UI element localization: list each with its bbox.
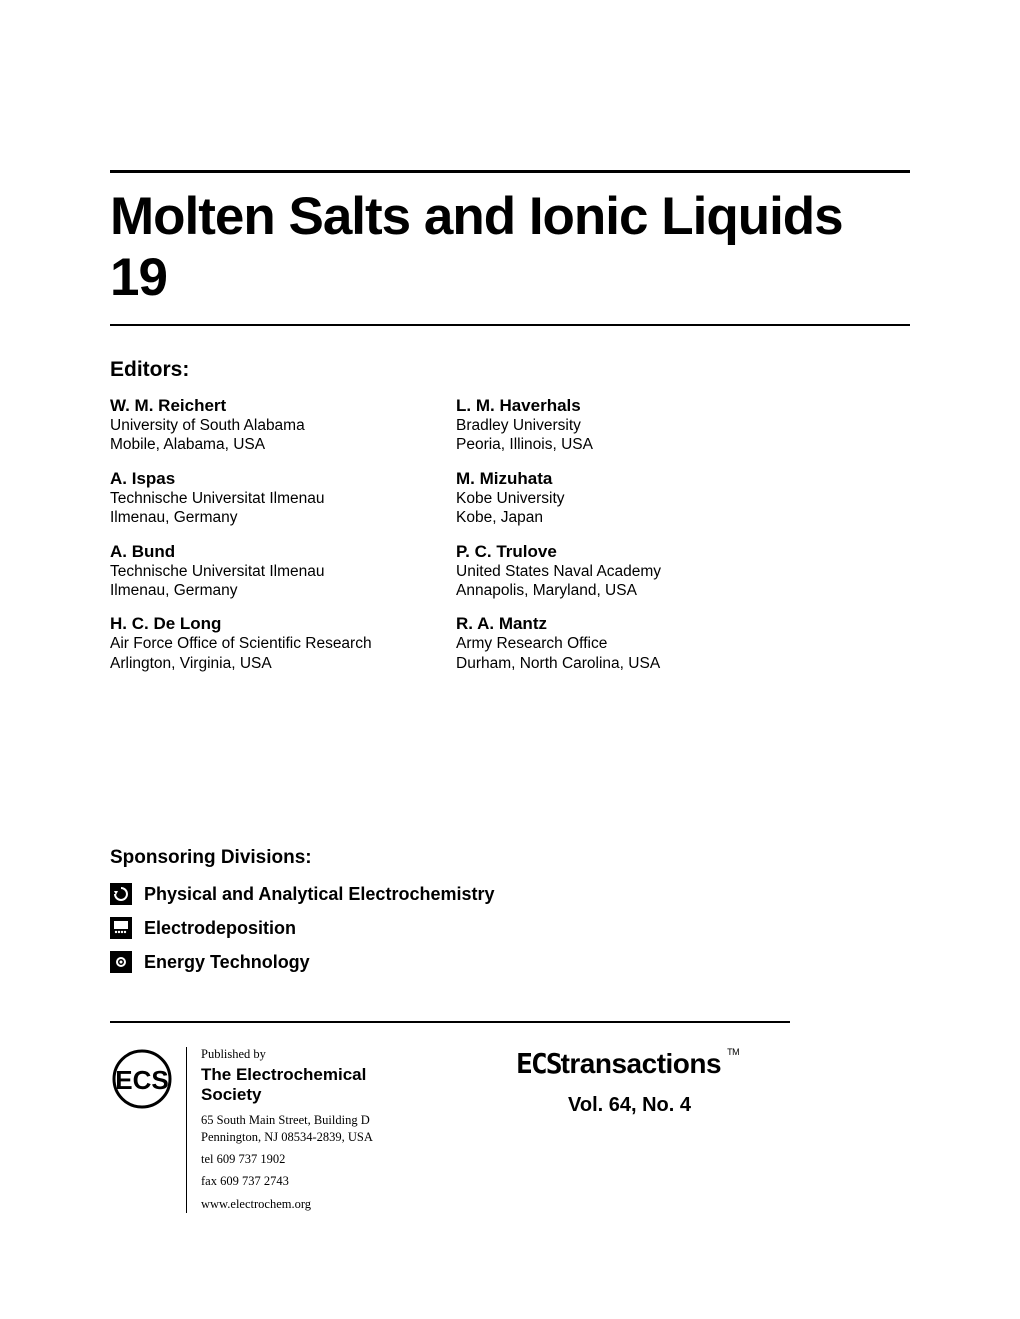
editor-affiliation: Kobe University (456, 489, 796, 508)
editor-location: Ilmenau, Germany (110, 508, 450, 527)
footer-divider (110, 1021, 790, 1023)
editor-affiliation: Army Research Office (456, 634, 796, 653)
editor-location: Durham, North Carolina, USA (456, 654, 796, 673)
division-label: Electrodeposition (144, 918, 296, 939)
publisher-name: The Electrochemical Society (201, 1065, 426, 1105)
editor-name: W. M. Reichert (110, 396, 450, 416)
editors-heading: Editors: (110, 358, 910, 382)
editor-block: M. Mizuhata Kobe University Kobe, Japan (456, 469, 796, 528)
editor-name: L. M. Haverhals (456, 396, 796, 416)
publisher-address-2: Pennington, NJ 08534-2839, USA (201, 1129, 426, 1146)
division-label: Energy Technology (144, 952, 310, 973)
published-by-label: Published by (201, 1047, 426, 1062)
editor-affiliation: Bradley University (456, 416, 796, 435)
editor-affiliation: United States Naval Academy (456, 562, 796, 581)
editor-location: Ilmenau, Germany (110, 581, 450, 600)
editor-name: A. Bund (110, 542, 450, 562)
division-item: Electrodeposition (110, 917, 910, 939)
editor-name: M. Mizuhata (456, 469, 796, 489)
sponsoring-heading: Sponsoring Divisions: (110, 847, 910, 869)
editor-affiliation: Technische Universitat Ilmenau (110, 489, 450, 508)
cycle-icon (110, 883, 132, 905)
transactions-prefix: ECS (516, 1047, 561, 1080)
editor-affiliation: Technische Universitat Ilmenau (110, 562, 450, 581)
editor-name: P. C. Trulove (456, 542, 796, 562)
publisher-fax: fax 609 737 2743 (201, 1173, 426, 1191)
transactions-logo: ECStransactions TM (516, 1047, 910, 1080)
transactions-text: transactions (561, 1048, 722, 1079)
editor-block: A. Bund Technische Universitat Ilmenau I… (110, 542, 450, 601)
publisher-web: www.electrochem.org (201, 1196, 426, 1214)
editor-block: H. C. De Long Air Force Office of Scient… (110, 614, 450, 673)
editor-location: Arlington, Virginia, USA (110, 654, 450, 673)
editor-name: H. C. De Long (110, 614, 450, 634)
grid-icon (110, 917, 132, 939)
editor-location: Mobile, Alabama, USA (110, 435, 450, 454)
transactions-block: ECStransactions TM Vol. 64, No. 4 (516, 1047, 910, 1117)
editor-affiliation: University of South Alabama (110, 416, 450, 435)
publisher-block: Published by The Electrochemical Society… (186, 1047, 426, 1213)
editor-location: Annapolis, Maryland, USA (456, 581, 796, 600)
editor-affiliation: Air Force Office of Scientific Research (110, 634, 450, 653)
division-label: Physical and Analytical Electrochemistry (144, 884, 494, 905)
editors-grid: W. M. Reichert University of South Alaba… (110, 396, 910, 687)
publisher-address-1: 65 South Main Street, Building D (201, 1112, 426, 1129)
editor-block: A. Ispas Technische Universitat Ilmenau … (110, 469, 450, 528)
footer-row: ECS Published by The Electrochemical Soc… (110, 1047, 910, 1213)
editor-block: R. A. Mantz Army Research Office Durham,… (456, 614, 796, 673)
editor-location: Peoria, Illinois, USA (456, 435, 796, 454)
division-item: Physical and Analytical Electrochemistry (110, 883, 910, 905)
page-title: Molten Salts and Ionic Liquids 19 (110, 170, 910, 326)
trademark-symbol: TM (727, 1047, 739, 1057)
editor-block: W. M. Reichert University of South Alaba… (110, 396, 450, 455)
editor-block: P. C. Trulove United States Naval Academ… (456, 542, 796, 601)
gear-icon (110, 951, 132, 973)
editor-block: L. M. Haverhals Bradley University Peori… (456, 396, 796, 455)
editor-location: Kobe, Japan (456, 508, 796, 527)
editor-name: R. A. Mantz (456, 614, 796, 634)
svg-text:ECS: ECS (115, 1065, 168, 1095)
ecs-logo: ECS (110, 1047, 174, 1111)
editor-name: A. Ispas (110, 469, 450, 489)
division-item: Energy Technology (110, 951, 910, 973)
volume-number: Vol. 64, No. 4 (568, 1094, 910, 1117)
publisher-tel: tel 609 737 1902 (201, 1151, 426, 1169)
